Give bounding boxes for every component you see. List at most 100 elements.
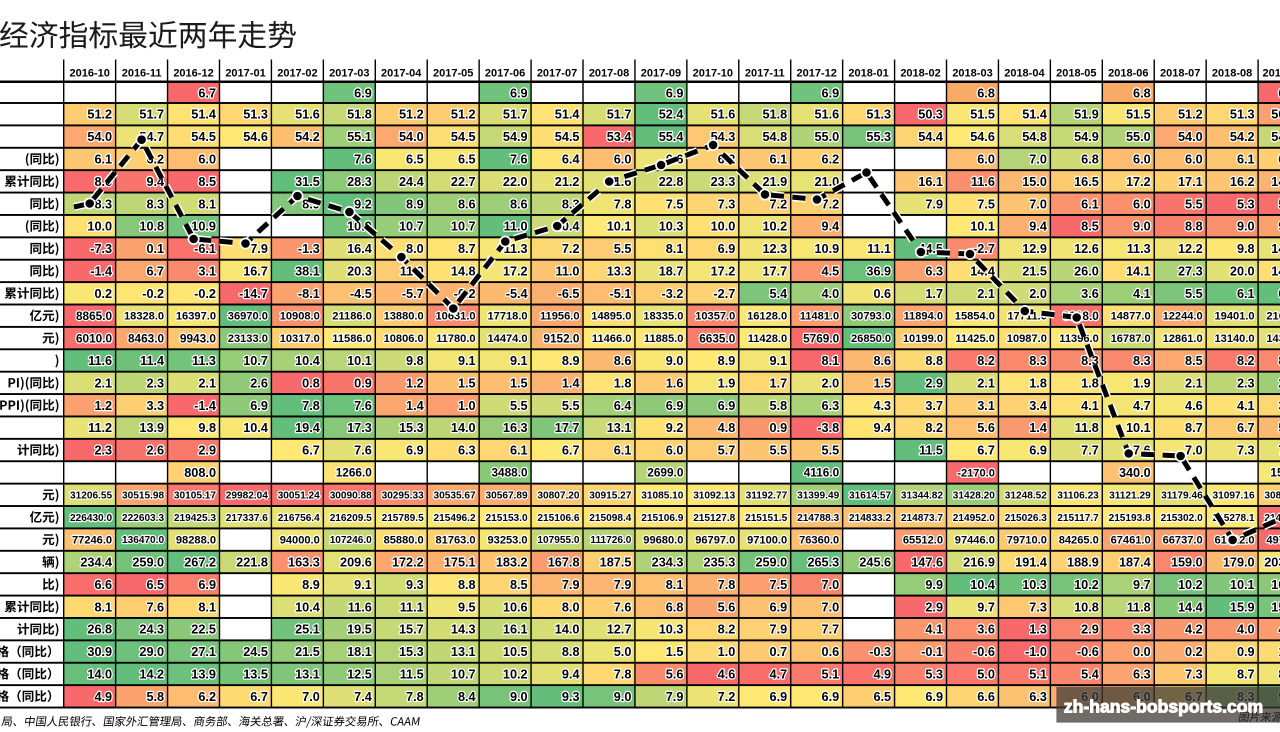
svg-text:13.1: 13.1	[295, 668, 320, 682]
svg-text:0.2: 0.2	[94, 287, 112, 301]
svg-text:-1.0: -1.0	[1025, 645, 1047, 659]
svg-text:6.3: 6.3	[1133, 668, 1151, 682]
svg-text:11780.0: 11780.0	[436, 333, 476, 345]
svg-text:31179.46: 31179.46	[1161, 490, 1203, 501]
svg-text:55.1: 55.1	[347, 130, 372, 144]
svg-text:10.7: 10.7	[451, 220, 476, 234]
svg-text:6635.0: 6635.0	[699, 331, 736, 345]
svg-text:9.7: 9.7	[1133, 578, 1151, 592]
svg-text:10.4: 10.4	[243, 421, 268, 435]
svg-text:6.6: 6.6	[94, 578, 112, 592]
svg-text:65512.0: 65512.0	[903, 535, 943, 547]
svg-text:6010.0: 6010.0	[76, 331, 113, 345]
svg-text:54.0: 54.0	[399, 130, 424, 144]
svg-text:5.3: 5.3	[1237, 197, 1255, 211]
svg-text:8.1: 8.1	[666, 578, 684, 592]
svg-text:107246.0: 107246.0	[330, 535, 372, 546]
svg-text:2.9: 2.9	[925, 600, 943, 614]
svg-text:2.1: 2.1	[977, 376, 995, 390]
svg-text:234.3: 234.3	[652, 556, 684, 570]
svg-text:8.8: 8.8	[458, 578, 476, 592]
svg-text:10.2: 10.2	[762, 220, 787, 234]
svg-text:217337.6: 217337.6	[226, 513, 268, 524]
svg-text:6.4: 6.4	[614, 399, 632, 413]
svg-text:6.8: 6.8	[666, 600, 684, 614]
svg-text:9.2: 9.2	[666, 421, 684, 435]
svg-text:6.1: 6.1	[94, 153, 112, 167]
svg-text:4.1: 4.1	[1133, 287, 1151, 301]
svg-text:-5.7: -5.7	[402, 287, 424, 301]
svg-text:216756.4: 216756.4	[278, 513, 320, 524]
svg-text:30090.88: 30090.88	[330, 490, 372, 501]
svg-text:10.9: 10.9	[814, 242, 839, 256]
svg-text:11.6: 11.6	[88, 354, 112, 368]
svg-text:16.7: 16.7	[243, 264, 268, 278]
svg-text:5.6: 5.6	[666, 668, 684, 682]
svg-text:10.4: 10.4	[295, 600, 320, 614]
svg-text:7.6: 7.6	[614, 600, 632, 614]
svg-text:7.2: 7.2	[562, 242, 580, 256]
svg-text:30870.07: 30870.07	[1264, 490, 1280, 501]
svg-text:1.6: 1.6	[666, 376, 684, 390]
svg-text:-3.8: -3.8	[817, 421, 839, 435]
svg-text:9.0: 9.0	[666, 354, 684, 368]
svg-text:51.4: 51.4	[555, 108, 580, 122]
svg-text:8.8: 8.8	[925, 354, 943, 368]
svg-text:8.2: 8.2	[718, 623, 736, 637]
svg-text:51.7: 51.7	[503, 108, 528, 122]
svg-text:6.3: 6.3	[1029, 690, 1047, 704]
svg-text:163.3: 163.3	[288, 556, 320, 570]
svg-text:23.3: 23.3	[711, 175, 736, 189]
svg-text:187.4: 187.4	[1119, 556, 1151, 570]
svg-text:8.3: 8.3	[94, 197, 112, 211]
svg-text:54.0: 54.0	[87, 130, 112, 144]
svg-text:9.0: 9.0	[510, 690, 528, 704]
svg-text:22.5: 22.5	[191, 623, 216, 637]
svg-text:54.0: 54.0	[1178, 130, 1203, 144]
svg-text:9.1: 9.1	[510, 354, 528, 368]
svg-text:10.6: 10.6	[503, 600, 528, 614]
svg-text:4.8: 4.8	[718, 421, 736, 435]
svg-text:9152.0: 9152.0	[543, 331, 580, 345]
svg-text:31428.20: 31428.20	[953, 490, 995, 501]
svg-text:13.3: 13.3	[607, 264, 632, 278]
svg-text:9.1: 9.1	[458, 354, 476, 368]
svg-text:6.0: 6.0	[1185, 153, 1203, 167]
svg-text:11885.0: 11885.0	[644, 333, 684, 345]
svg-text:17.2: 17.2	[1126, 175, 1151, 189]
svg-text:10987.0: 10987.0	[1007, 333, 1047, 345]
svg-text:6.7: 6.7	[250, 690, 268, 704]
svg-text:28.3: 28.3	[347, 175, 372, 189]
svg-text:81763.0: 81763.0	[435, 535, 475, 547]
svg-text:2.0: 2.0	[1029, 287, 1047, 301]
svg-text:1.5: 1.5	[458, 376, 476, 390]
svg-text:23133.0: 23133.0	[228, 333, 268, 345]
svg-text:6.8: 6.8	[1081, 153, 1099, 167]
svg-text:214833.2: 214833.2	[849, 513, 891, 524]
svg-text:0.8: 0.8	[302, 376, 320, 390]
svg-text:-1.3: -1.3	[298, 242, 320, 256]
svg-text:-1.4: -1.4	[194, 399, 216, 413]
svg-text:6.7: 6.7	[562, 444, 580, 458]
svg-text:214788.3: 214788.3	[797, 513, 839, 524]
svg-text:15.0: 15.0	[1022, 175, 1047, 189]
svg-text:21186.0: 21186.0	[332, 311, 372, 323]
svg-text:-0.6: -0.6	[1077, 645, 1099, 659]
svg-text:11.3: 11.3	[1127, 242, 1151, 256]
svg-text:8865.0: 8865.0	[76, 309, 113, 323]
svg-text:24.3: 24.3	[139, 623, 164, 637]
svg-text:19.5: 19.5	[347, 623, 372, 637]
svg-text:3.3: 3.3	[146, 399, 164, 413]
svg-text:215106.9: 215106.9	[641, 513, 683, 524]
svg-text:26.0: 26.0	[1074, 264, 1099, 278]
svg-text:31192.77: 31192.77	[746, 490, 788, 501]
svg-text:6.9: 6.9	[718, 399, 736, 413]
svg-text:16.3: 16.3	[503, 421, 528, 435]
svg-text:18.1: 18.1	[347, 645, 372, 659]
svg-text:8.7: 8.7	[1237, 668, 1255, 682]
svg-text:16.2: 16.2	[1230, 175, 1255, 189]
svg-text:12.5: 12.5	[347, 668, 372, 682]
svg-text:7.8: 7.8	[614, 668, 632, 682]
svg-text:8.6: 8.6	[614, 354, 632, 368]
svg-text:-3.2: -3.2	[662, 287, 684, 301]
